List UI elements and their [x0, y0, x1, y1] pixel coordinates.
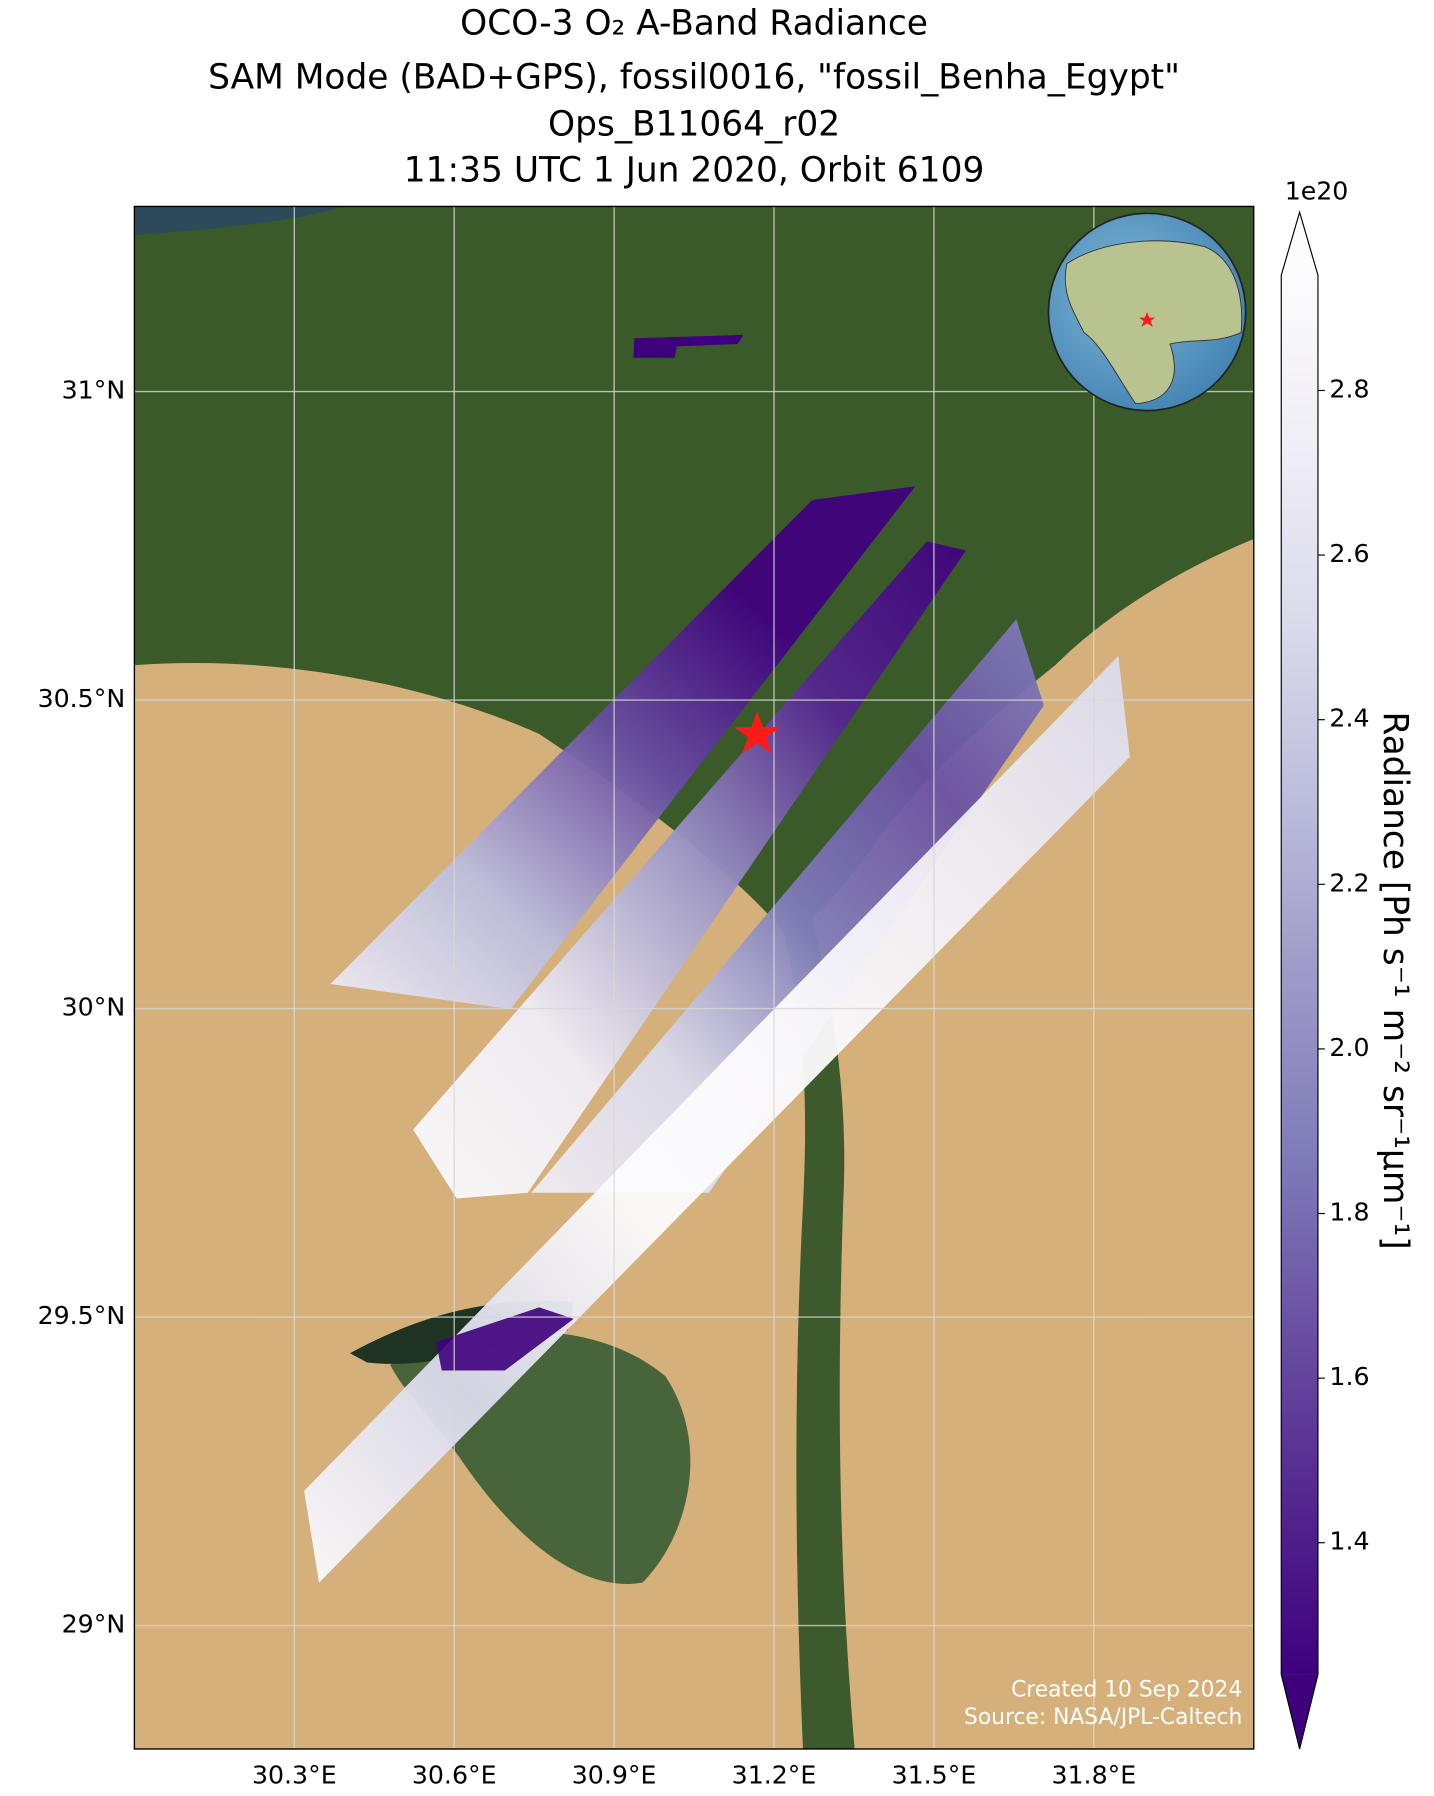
- colorbar-extend-max: [1281, 212, 1318, 276]
- colorbar-outline: [1280, 210, 1319, 1750]
- delta: [134, 206, 1254, 941]
- colorbar-offset: 1e20: [1285, 177, 1349, 206]
- y-tick-label: 29.5°N: [38, 1301, 126, 1330]
- colorbar-tick-label: 1.8: [1329, 1198, 1369, 1227]
- swath: [531, 619, 1044, 1193]
- title-line: OCO-3 O₂ A-Band Radiance: [460, 4, 928, 44]
- colorbar-extend-min: [1281, 1674, 1318, 1749]
- colorbar-tick-label: 1.6: [1329, 1362, 1369, 1391]
- swath: [413, 541, 966, 1199]
- y-tick-label: 29°N: [62, 1610, 126, 1639]
- colorbar-tick-label: 2.4: [1329, 704, 1369, 733]
- x-tick-label: 30.6°E: [412, 1761, 497, 1790]
- x-tick-label: 30.3°E: [252, 1761, 337, 1790]
- sea: [134, 206, 345, 236]
- swaths: [304, 334, 1130, 1583]
- y-tick-label: 30°N: [62, 993, 126, 1022]
- colorbar-tick-label: 2.2: [1329, 868, 1369, 897]
- title-line: 11:35 UTC 1 Jun 2020, Orbit 6109: [404, 151, 985, 191]
- nile-valley: [780, 906, 855, 1749]
- title-line: SAM Mode (BAD+GPS), fossil0016, "fossil_…: [208, 58, 1180, 98]
- x-tick-label: 31.5°E: [892, 1761, 977, 1790]
- colorbar-tick-label: 2.6: [1329, 539, 1369, 568]
- colorbar-tick-label: 1.4: [1329, 1527, 1369, 1556]
- inset-globe: [1047, 212, 1247, 412]
- y-tick-label: 31°N: [62, 376, 126, 405]
- x-tick-label: 30.9°E: [572, 1761, 657, 1790]
- target-star: [734, 711, 781, 754]
- map-frame: [133, 205, 1255, 1750]
- basemap: [134, 206, 1254, 1749]
- swath: [436, 1307, 574, 1371]
- credit: Source: NASA/JPL-Caltech: [964, 1705, 1242, 1730]
- colorbar-label: Radiance [Ph s⁻¹ m⁻² sr⁻¹μm⁻¹]: [1375, 711, 1415, 1249]
- x-tick-label: 31.8°E: [1051, 1761, 1136, 1790]
- colorbar-tick-label: 2.0: [1329, 1033, 1369, 1062]
- title-line: Ops_B11064_r02: [548, 105, 840, 145]
- y-tick-label: 30.5°N: [38, 684, 126, 713]
- swath: [330, 486, 916, 1010]
- colorbar-tick-label: 2.8: [1329, 374, 1369, 403]
- swath: [633, 334, 744, 358]
- colorbar: [1281, 275, 1318, 1675]
- x-tick-label: 31.2°E: [732, 1761, 817, 1790]
- credit: Created 10 Sep 2024: [1011, 1677, 1242, 1702]
